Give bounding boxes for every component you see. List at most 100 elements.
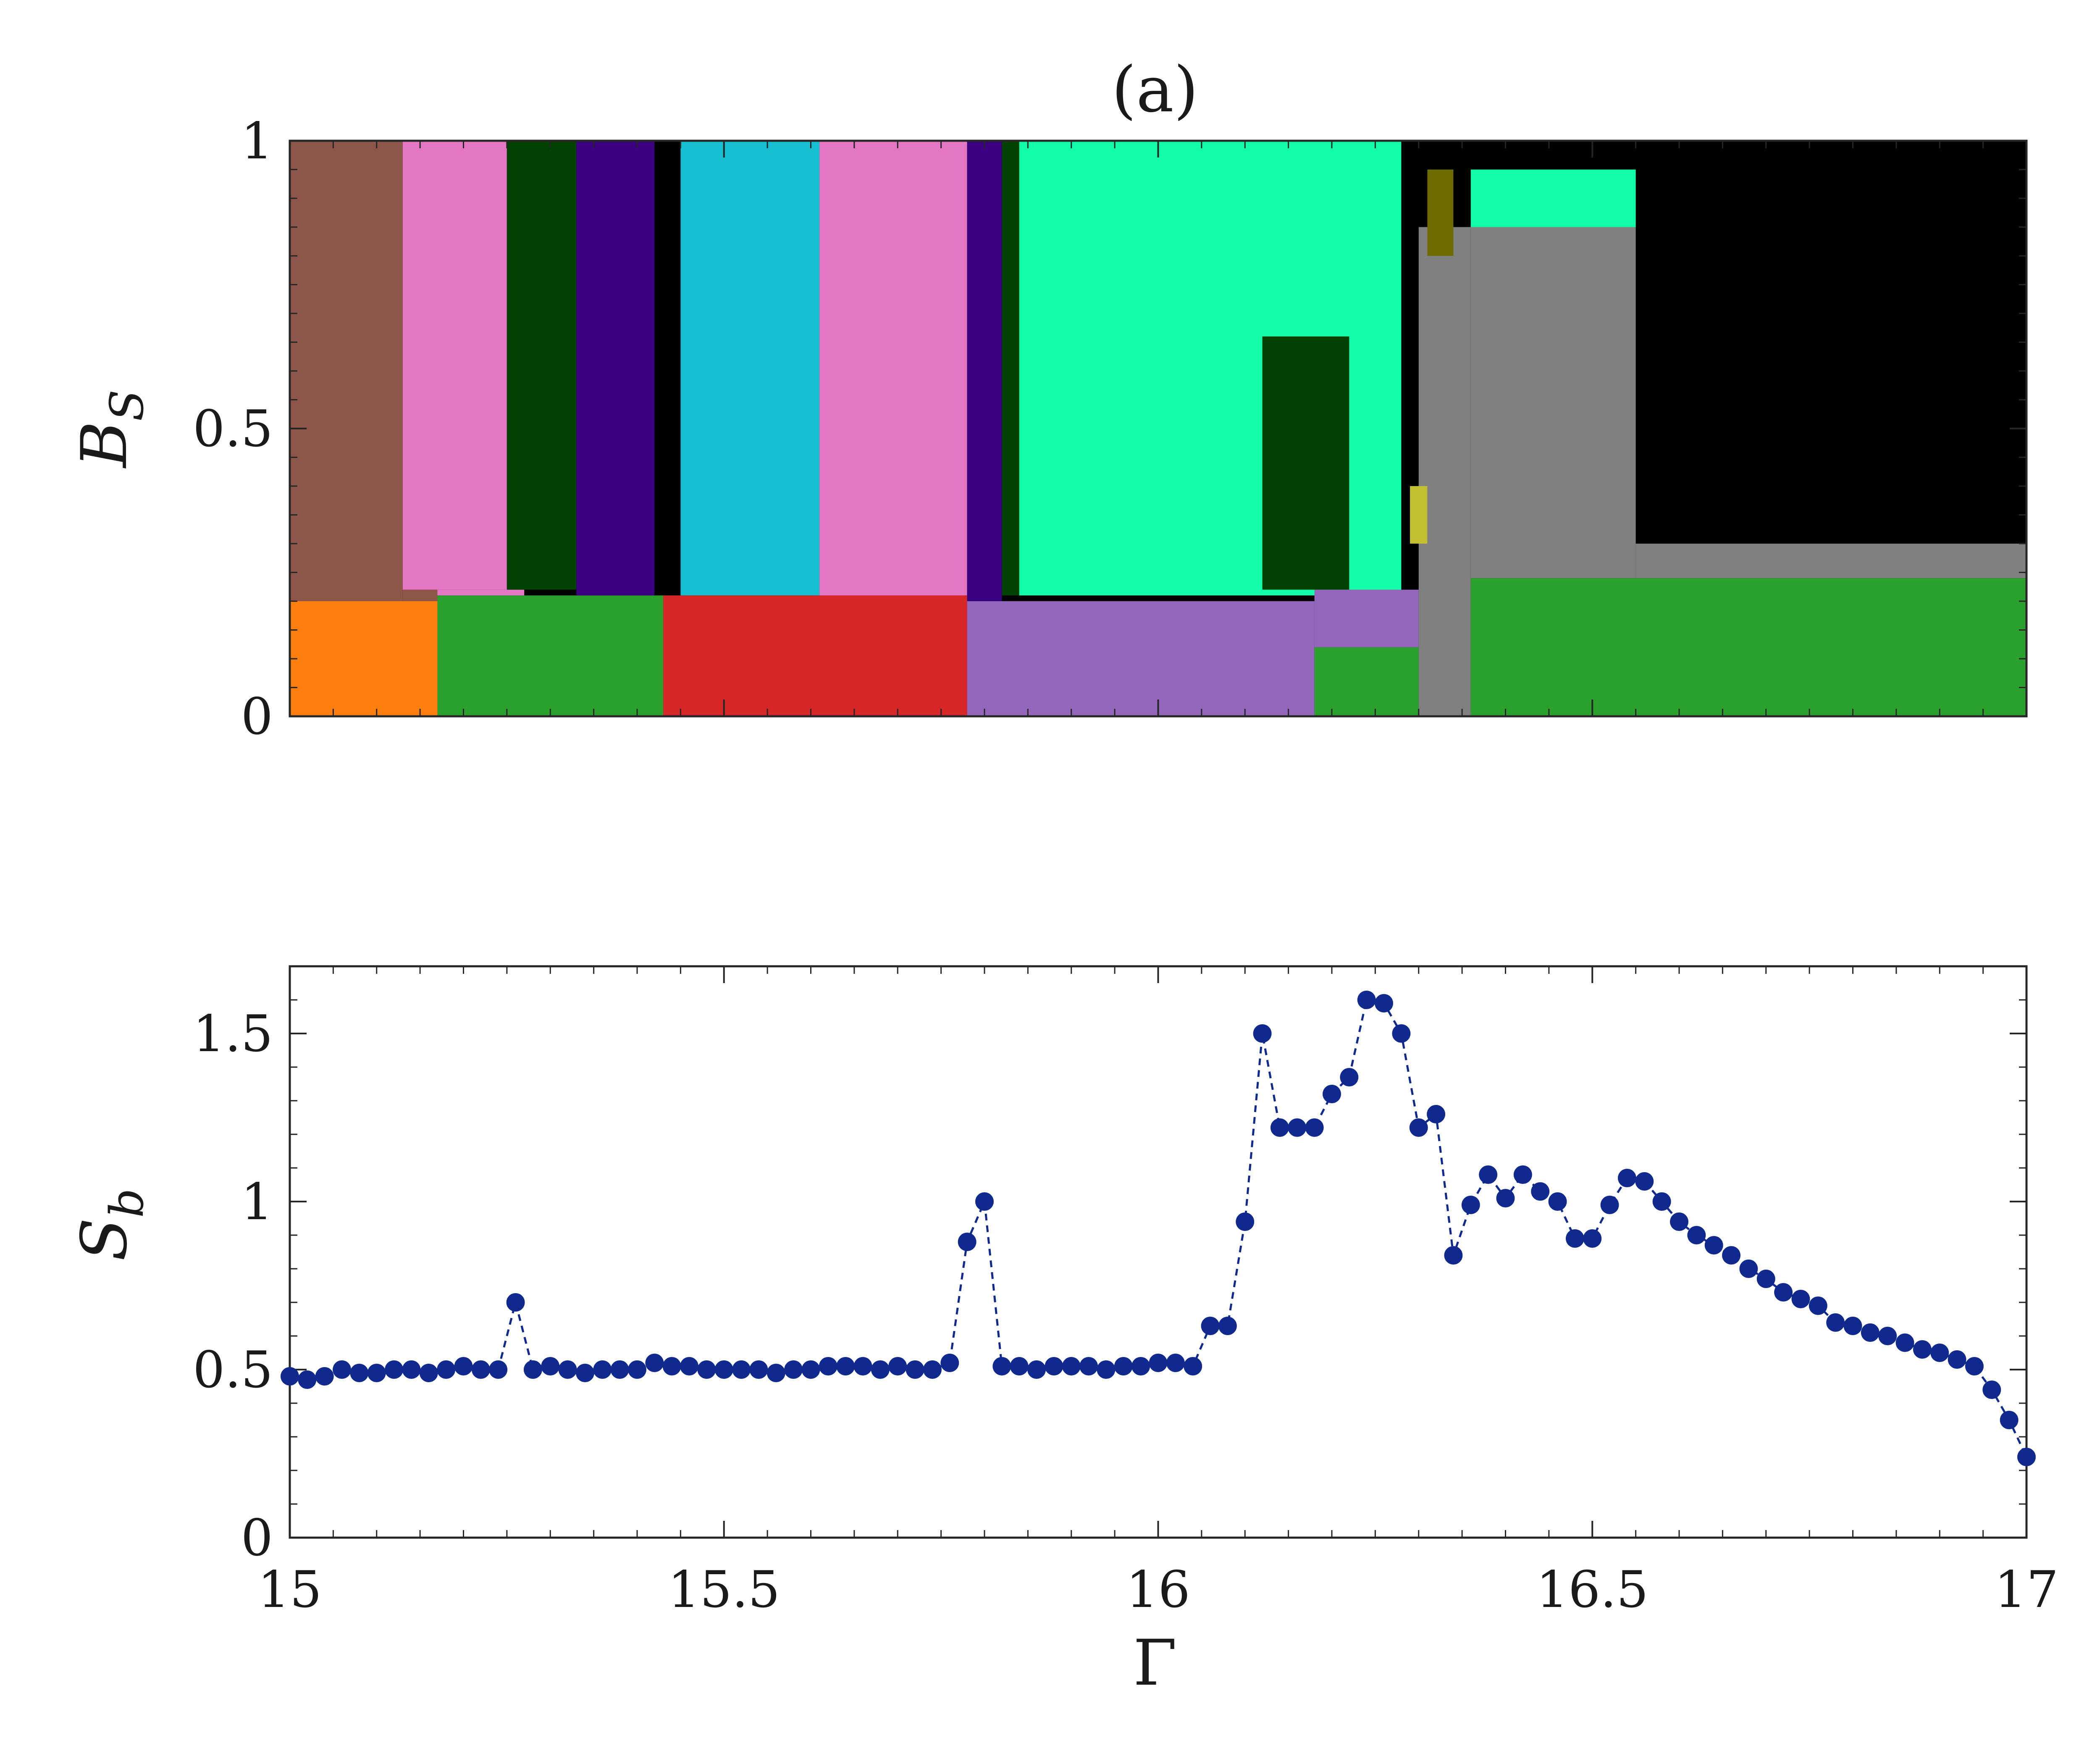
- data-point: [298, 1370, 317, 1389]
- panel-a-frame: [289, 139, 2028, 718]
- data-point: [1184, 1357, 1202, 1375]
- basin-band-3: [402, 141, 507, 590]
- panel-b-ylabel-sub: b: [100, 1188, 154, 1218]
- data-point: [1652, 1192, 1671, 1211]
- data-point: [1288, 1118, 1307, 1137]
- data-point: [732, 1360, 751, 1379]
- data-point: [1218, 1317, 1237, 1335]
- panel-a-y-axis-label: BS: [68, 389, 154, 469]
- basin-band-5: [437, 589, 525, 596]
- data-point: [923, 1360, 942, 1379]
- data-point: [1965, 1357, 1984, 1375]
- basin-band-1: [290, 141, 403, 601]
- data-point: [1270, 1118, 1289, 1137]
- data-point: [1809, 1296, 1827, 1315]
- data-point: [489, 1360, 508, 1379]
- data-point: [1427, 1105, 1446, 1123]
- data-point: [1531, 1182, 1550, 1201]
- data-point: [836, 1357, 855, 1375]
- data-point: [1444, 1246, 1463, 1265]
- basin-band-2: [402, 589, 438, 601]
- data-point: [454, 1357, 473, 1375]
- data-point: [1913, 1340, 1932, 1359]
- series-line: [289, 999, 2028, 1458]
- basin-band-0: [290, 601, 438, 716]
- data-point: [1583, 1229, 1602, 1248]
- basin-band-13: [1002, 141, 1019, 596]
- basin-band-17: [1314, 589, 1419, 647]
- panel-a-y-tick-label: 1: [241, 112, 273, 171]
- data-point: [1392, 1024, 1411, 1043]
- data-point: [1409, 1118, 1428, 1137]
- data-point: [1097, 1360, 1116, 1379]
- data-point: [1722, 1246, 1741, 1265]
- data-point: [801, 1360, 820, 1379]
- data-point: [1878, 1327, 1897, 1345]
- panel-b-y-tick-label: 0: [241, 1509, 273, 1567]
- panel-a-ylabel-main: B: [68, 421, 141, 469]
- panel-a-title: (a): [1112, 53, 1198, 126]
- panel-b-y-tick-label: 1.5: [193, 1005, 273, 1063]
- panel-a: (a) 00.51 BS: [68, 53, 2028, 746]
- data-point: [1548, 1192, 1567, 1211]
- data-point: [1149, 1354, 1168, 1372]
- data-point: [2000, 1411, 2019, 1429]
- data-point: [523, 1360, 542, 1379]
- panel-a-ylabel-sub: S: [100, 389, 154, 421]
- data-point: [402, 1360, 421, 1379]
- data-point: [784, 1360, 803, 1379]
- data-point: [1340, 1068, 1359, 1086]
- data-point: [1670, 1212, 1688, 1231]
- data-point: [1895, 1333, 1914, 1352]
- data-point: [1305, 1118, 1324, 1137]
- data-point: [1461, 1196, 1480, 1214]
- panel-a-axes: 00.51: [193, 112, 2028, 746]
- basin-band-8: [680, 141, 820, 596]
- data-point: [437, 1360, 456, 1379]
- data-point: [593, 1360, 612, 1379]
- data-point: [1045, 1357, 1063, 1375]
- basin-band-10: [819, 141, 967, 596]
- data-point: [1131, 1357, 1150, 1375]
- data-point: [1114, 1357, 1133, 1375]
- panel-b-frame: [289, 965, 2028, 1539]
- panel-b-ylabel-main: S: [68, 1218, 141, 1261]
- basin-band-23: [1410, 486, 1428, 544]
- data-point: [1496, 1189, 1515, 1207]
- data-point: [541, 1357, 560, 1375]
- data-point: [1687, 1226, 1706, 1244]
- basin-band-15: [1262, 336, 1349, 590]
- data-point: [575, 1364, 594, 1382]
- panel-b-plot-area: [281, 991, 2036, 1466]
- panel-a-y-tick-label: 0: [241, 688, 273, 746]
- data-point: [645, 1354, 664, 1372]
- panel-a-y-tick-label: 0.5: [193, 400, 273, 458]
- data-point: [1600, 1196, 1619, 1214]
- x-tick-label: 16.5: [1536, 1561, 1648, 1619]
- data-point: [1479, 1165, 1498, 1184]
- data-point: [610, 1360, 629, 1379]
- data-point: [1166, 1354, 1185, 1372]
- data-point: [749, 1360, 768, 1379]
- data-point: [350, 1364, 369, 1382]
- data-point: [958, 1233, 976, 1251]
- data-point: [871, 1360, 890, 1379]
- basin-band-7: [576, 141, 655, 596]
- data-point: [385, 1360, 404, 1379]
- panel-b-axes: 15 15.5 16 16.5 17 0 0.5 1 1.5: [193, 965, 2058, 1619]
- data-point: [558, 1360, 577, 1379]
- data-point: [1791, 1290, 1810, 1308]
- data-point: [714, 1360, 733, 1379]
- data-point: [1323, 1085, 1341, 1103]
- basin-band-6: [507, 141, 577, 590]
- basin-band-19: [1470, 578, 2026, 716]
- data-point: [940, 1354, 959, 1372]
- data-point: [1843, 1317, 1862, 1335]
- data-point: [281, 1367, 299, 1386]
- x-tick-label: 16: [1126, 1561, 1190, 1619]
- data-point: [1739, 1260, 1758, 1278]
- data-point: [506, 1293, 525, 1312]
- data-point: [1079, 1357, 1098, 1375]
- basin-band-9: [663, 595, 967, 716]
- data-point: [1236, 1212, 1255, 1231]
